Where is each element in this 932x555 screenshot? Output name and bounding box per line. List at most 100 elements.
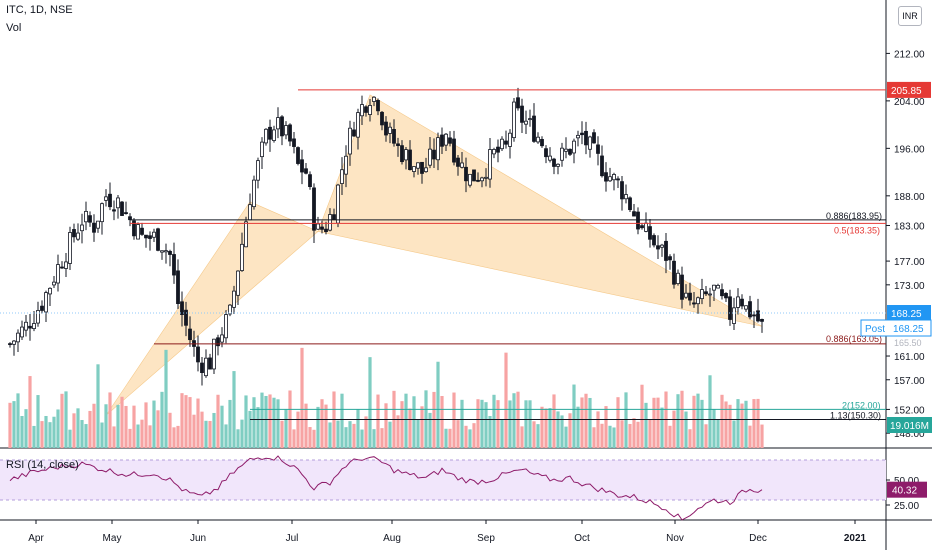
volume-bar-187 [756, 398, 760, 448]
volume-bar-30 [128, 428, 132, 448]
candle-body-168 [680, 274, 684, 300]
volume-bar-150 [608, 425, 612, 448]
price-tick-label-9: 157.00 [894, 376, 925, 387]
volume-bar-134 [544, 408, 548, 448]
candle-body-148 [600, 155, 604, 177]
volume-bar-171 [692, 395, 696, 448]
candle-body-98 [400, 145, 404, 163]
volume-bar-24 [104, 404, 108, 448]
volume-bar-148 [600, 423, 604, 448]
candle-body-68 [280, 116, 284, 137]
candle-body-126 [512, 101, 516, 139]
time-tick-label-0: Apr [28, 533, 44, 544]
volume-bar-13 [60, 393, 64, 448]
volume-bar-76 [312, 429, 316, 448]
volume-bar-110 [448, 428, 452, 448]
candle-body-118 [480, 177, 484, 182]
candle-body-6 [32, 323, 36, 330]
volume-bar-109 [444, 428, 448, 448]
candle-body-76 [312, 187, 316, 231]
volume-bar-126 [512, 393, 516, 448]
candle-body-122 [496, 146, 500, 153]
candle-body-70 [288, 124, 292, 142]
candle-body-138 [560, 147, 564, 161]
volume-bar-157 [636, 421, 640, 448]
candle-body-103 [420, 161, 424, 174]
candle-body-137 [556, 163, 560, 167]
time-tick-label-3: Jul [286, 533, 299, 544]
currency-button[interactable]: INR [898, 6, 922, 26]
last-price-badge [887, 305, 931, 322]
volume-bar-5 [28, 376, 32, 448]
volume-bar-107 [436, 361, 440, 448]
candle-body-93 [380, 111, 384, 126]
candle-body-158 [640, 225, 644, 229]
volume-bar-108 [440, 396, 444, 448]
price-tick-label-11: 148.00 [894, 429, 925, 440]
candle-body-145 [588, 136, 592, 150]
volume-bar-44 [184, 395, 188, 448]
volume-bar-75 [308, 427, 312, 448]
candle-body-99 [404, 149, 408, 161]
candle-body-127 [516, 97, 520, 109]
candle-body-104 [424, 167, 428, 173]
volume-bar-11 [52, 416, 56, 448]
volume-bar-176 [712, 409, 716, 448]
volume-badge-label: 19.016M [890, 421, 929, 432]
candle-body-8 [40, 305, 44, 311]
candle-body-26 [112, 209, 116, 212]
candle-body-13 [60, 266, 64, 269]
candle-body-173 [700, 289, 704, 300]
volume-bar-50 [208, 420, 212, 448]
candle-body-61 [252, 179, 256, 208]
volume-bar-178 [720, 394, 724, 448]
candle-body-84 [344, 155, 348, 175]
price-tick-label-1: 204.00 [894, 97, 925, 108]
candle-body-152 [616, 178, 620, 181]
candle-body-115 [468, 173, 472, 186]
volume-bar-65 [268, 394, 272, 448]
candle-body-82 [336, 184, 340, 224]
volume-bar-180 [728, 404, 732, 448]
candle-body-157 [636, 211, 640, 230]
volume-bar-182 [736, 399, 740, 448]
candle-body-1 [12, 340, 16, 345]
volume-bar-158 [640, 384, 644, 448]
level-label-2: 0.5(183.35) [834, 225, 880, 235]
volume-bar-145 [588, 397, 592, 448]
volume-bar-53 [220, 405, 224, 448]
candle-body-88 [360, 104, 364, 117]
price-tick-label-2: 196.00 [894, 144, 925, 155]
candle-body-25 [108, 193, 112, 208]
volume-bar-47 [196, 398, 200, 448]
volume-bar-40 [168, 412, 172, 448]
volume-bar-169 [684, 411, 688, 448]
volume-bar-156 [632, 418, 636, 448]
candle-body-112 [456, 157, 460, 167]
candle-body-146 [592, 132, 596, 144]
volume-bar-118 [480, 399, 484, 448]
volume-bar-9 [44, 415, 48, 448]
candle-body-40 [168, 250, 172, 255]
volume-bar-83 [340, 393, 344, 448]
candle-body-129 [524, 120, 528, 125]
post-badge-box [860, 319, 932, 337]
volume-bar-38 [160, 391, 164, 448]
volume-bar-128 [520, 426, 524, 448]
candle-body-96 [392, 129, 396, 144]
candle-body-59 [244, 221, 248, 248]
time-tick-label-8: Dec [749, 533, 767, 544]
candle-body-52 [216, 337, 220, 347]
volume-bar-99 [404, 393, 408, 448]
candle-body-24 [104, 196, 108, 201]
candle-body-43 [180, 301, 184, 315]
volume-bar-142 [576, 406, 580, 448]
volume-bar-16 [72, 413, 76, 448]
volume-bar-12 [56, 409, 60, 448]
candle-body-73 [300, 159, 304, 173]
candle-body-180 [728, 296, 732, 320]
candle-body-154 [624, 194, 628, 200]
volume-bar-74 [304, 403, 308, 448]
candle-body-130 [528, 118, 532, 121]
